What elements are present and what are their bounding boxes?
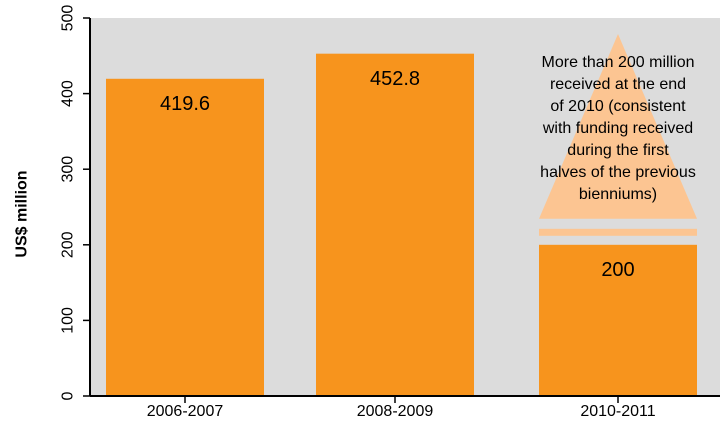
annotation-line: with funding received [542, 120, 693, 137]
annotation-line: of 2010 (consistent [550, 98, 686, 115]
projection-group [539, 34, 697, 236]
annotation-line: received at the end [550, 76, 686, 93]
annotation-line: halves of the previous [540, 164, 696, 181]
bar-2006-2007 [106, 78, 264, 396]
y-axis-title: US$ million [14, 170, 31, 257]
bars-group [106, 53, 697, 397]
data-label-2006-2007: 419.6 [160, 93, 210, 115]
x-tick-label-2010-2011: 2010-2011 [580, 403, 655, 420]
projection-stripe [539, 228, 697, 236]
annotation-group: More than 200 million received at the end… [540, 54, 696, 203]
data-label-2010-2011: 200 [601, 259, 634, 281]
annotation-line: during the first [567, 142, 669, 159]
x-tick-label-2008-2009: 2008-2009 [357, 403, 434, 420]
y-tick-label: 400 [60, 80, 77, 107]
y-tick-label: 100 [60, 307, 77, 334]
data-label-2008-2009: 452.8 [370, 68, 420, 90]
bar-2010-2011 [539, 244, 697, 396]
y-tick-label: 200 [60, 231, 77, 258]
projection-triangle [539, 34, 697, 219]
data-labels-group: 419.6 452.8 200 [160, 68, 635, 281]
annotation-line: bienniums) [579, 186, 657, 203]
y-tick-label: 500 [60, 5, 77, 32]
bar-2008-2009 [316, 53, 474, 397]
annotation-line: More than 200 million [542, 54, 695, 71]
y-tick-label: 0 [60, 391, 77, 400]
axes-group: 0 100 200 300 400 500 2006-2007 2008-2009 2010-2… [14, 5, 720, 420]
y-tick-label: 300 [60, 156, 77, 183]
x-tick-label-2006-2007: 2006-2007 [147, 403, 224, 420]
